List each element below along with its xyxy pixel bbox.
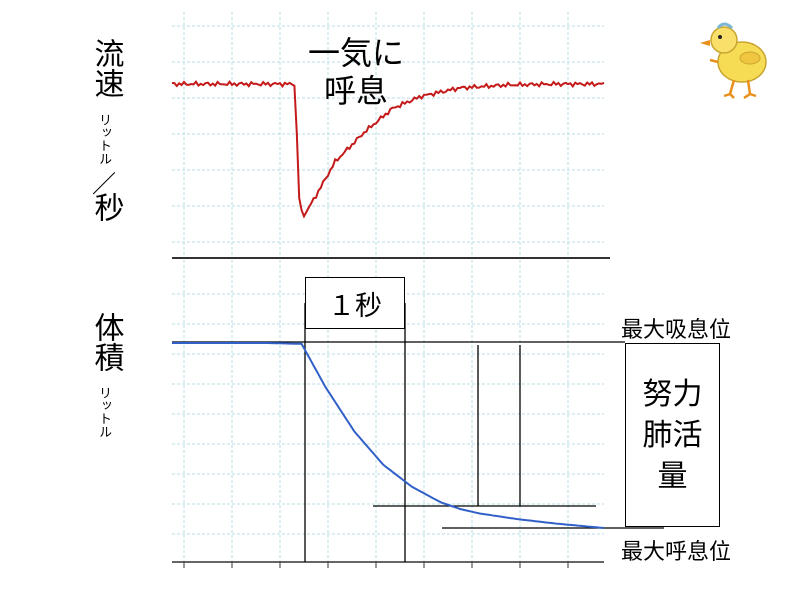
max-inspiratory-label: 最大吸息位 [621,318,732,343]
grid [172,12,604,562]
volume-label-main: 体積 [88,312,124,372]
axes [172,257,610,568]
fvc-label: 努力肺活量 [642,376,703,494]
chick-illustration-icon [700,22,767,100]
flow-line [171,80,605,219]
series [171,80,605,529]
flow-label-unit: リットル [96,113,111,165]
guide-lines [172,303,664,562]
volume-label-unit: リットル [96,386,111,438]
one-second-label: １秒 [328,290,382,322]
exhale-text: 一気に呼息 [307,34,404,110]
fvc-box: 努力肺活量 [625,343,720,527]
volume-line [172,342,605,529]
exhale-annotation: 一気に呼息 [296,34,416,110]
flow-label-main1: 流速 [88,38,124,98]
max-expiratory-label: 最大呼息位 [621,540,732,565]
one-second-box: １秒 [305,277,405,329]
flow-label-main2: 秒 [88,192,124,222]
flow-label-sep: ／ [92,170,116,198]
